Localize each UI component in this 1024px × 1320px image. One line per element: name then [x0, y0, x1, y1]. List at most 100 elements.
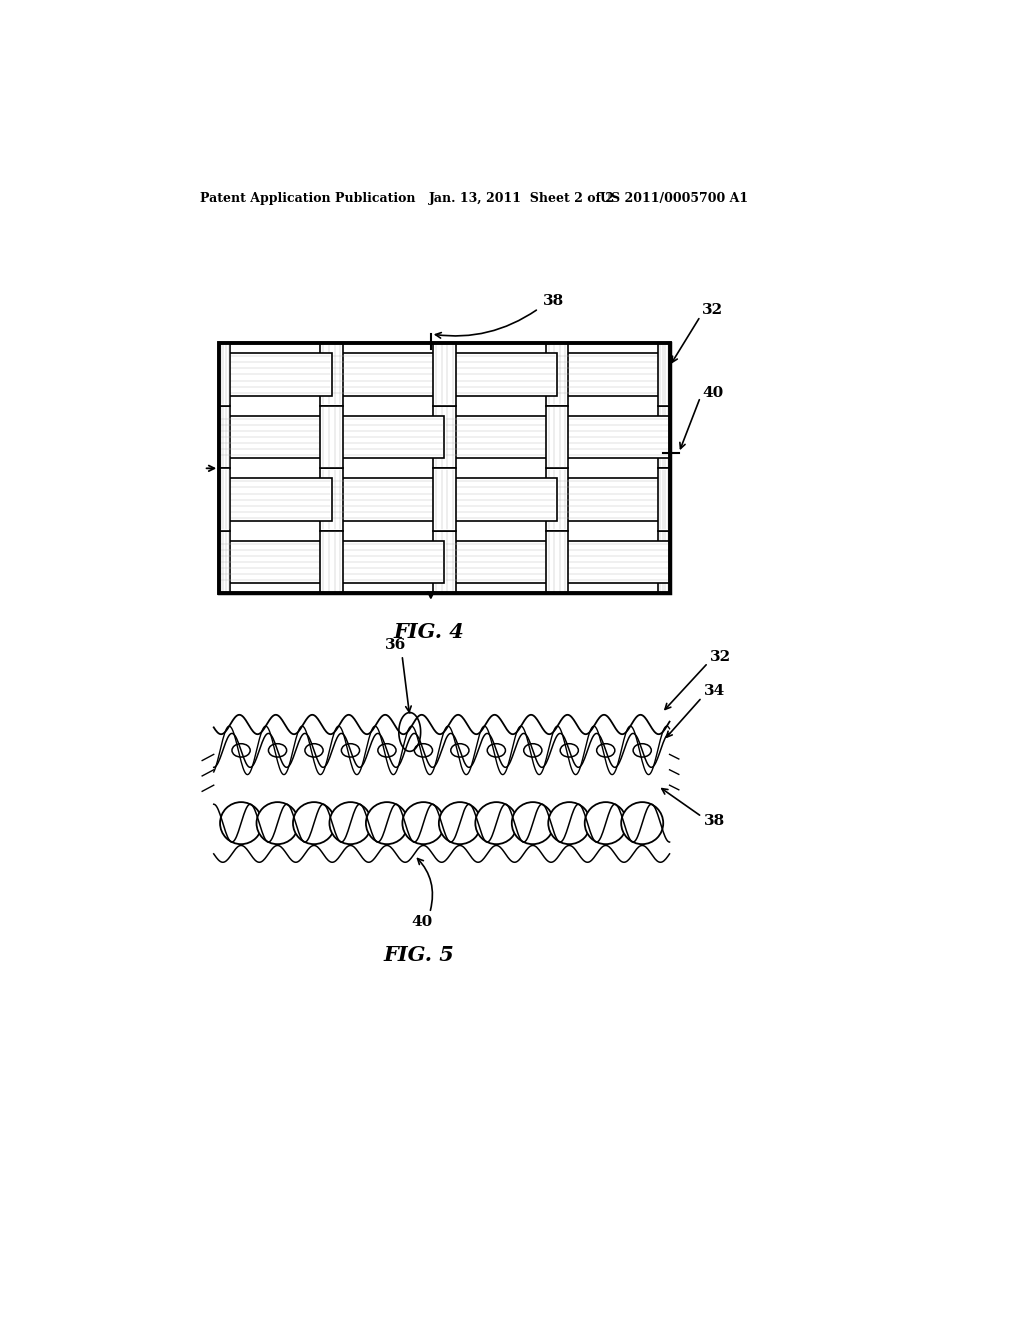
Bar — [233, 515, 316, 548]
Ellipse shape — [415, 743, 432, 758]
Ellipse shape — [487, 743, 506, 758]
Circle shape — [475, 803, 517, 845]
Ellipse shape — [633, 743, 651, 758]
Bar — [219, 531, 230, 594]
Bar — [545, 482, 569, 517]
Bar — [233, 451, 316, 484]
Bar — [444, 541, 557, 583]
Bar — [219, 469, 230, 531]
Ellipse shape — [232, 743, 250, 758]
Bar — [319, 482, 344, 517]
Circle shape — [512, 803, 554, 845]
Bar — [433, 405, 456, 469]
Bar — [658, 343, 670, 405]
Bar — [319, 356, 344, 393]
Text: 32: 32 — [710, 649, 731, 664]
Ellipse shape — [268, 743, 287, 758]
Text: 38: 38 — [543, 294, 564, 308]
Bar — [444, 478, 557, 521]
Circle shape — [439, 803, 481, 845]
Bar — [319, 418, 344, 455]
Bar — [571, 389, 654, 422]
Ellipse shape — [523, 743, 542, 758]
Text: 38: 38 — [703, 813, 725, 828]
Bar — [321, 343, 343, 405]
Bar — [557, 354, 670, 396]
Bar — [321, 405, 343, 469]
Bar — [332, 541, 444, 583]
Text: 32: 32 — [701, 304, 723, 317]
Bar — [219, 343, 670, 594]
Ellipse shape — [305, 743, 324, 758]
Bar — [332, 354, 444, 396]
Bar — [433, 343, 456, 405]
Bar — [219, 541, 332, 583]
Bar — [219, 343, 670, 594]
Bar — [219, 343, 670, 594]
Bar — [433, 531, 456, 594]
Bar — [546, 343, 568, 405]
Bar — [546, 405, 568, 469]
Bar — [332, 478, 444, 521]
Bar — [321, 531, 343, 594]
Bar — [346, 389, 429, 422]
Text: Jan. 13, 2011  Sheet 2 of 2: Jan. 13, 2011 Sheet 2 of 2 — [429, 191, 615, 205]
Bar — [557, 478, 670, 521]
Bar — [219, 405, 230, 469]
Bar — [432, 418, 457, 455]
Text: FIG. 4: FIG. 4 — [393, 622, 464, 642]
Bar — [346, 451, 429, 484]
Text: US 2011/0005700 A1: US 2011/0005700 A1 — [600, 191, 749, 205]
Circle shape — [220, 803, 262, 845]
Ellipse shape — [378, 743, 396, 758]
Bar — [546, 531, 568, 594]
Circle shape — [330, 803, 372, 845]
Bar — [432, 544, 457, 581]
Bar — [557, 416, 670, 458]
Ellipse shape — [341, 743, 359, 758]
Text: 34: 34 — [703, 684, 725, 698]
Bar — [545, 418, 569, 455]
Circle shape — [293, 803, 335, 845]
Bar — [546, 469, 568, 531]
Text: Patent Application Publication: Patent Application Publication — [200, 191, 416, 205]
Circle shape — [622, 803, 664, 845]
Bar — [571, 451, 654, 484]
Circle shape — [548, 803, 590, 845]
Ellipse shape — [451, 743, 469, 758]
Bar — [432, 482, 457, 517]
Bar — [319, 544, 344, 581]
Bar — [219, 354, 332, 396]
Text: 40: 40 — [412, 915, 432, 929]
Bar — [219, 343, 230, 405]
Bar — [658, 405, 670, 469]
Circle shape — [585, 803, 627, 845]
Bar — [444, 354, 557, 396]
Bar — [433, 469, 456, 531]
Text: FIG. 5: FIG. 5 — [383, 945, 454, 965]
Bar — [658, 531, 670, 594]
Bar — [444, 416, 557, 458]
Bar — [233, 389, 316, 422]
Text: 36: 36 — [385, 638, 407, 652]
Ellipse shape — [597, 743, 614, 758]
Bar — [557, 541, 670, 583]
Text: 40: 40 — [701, 387, 723, 400]
Bar — [459, 389, 542, 422]
Bar — [571, 515, 654, 548]
Bar — [459, 515, 542, 548]
Bar — [658, 469, 670, 531]
Circle shape — [402, 803, 444, 845]
Bar — [346, 515, 429, 548]
Bar — [219, 416, 332, 458]
Bar — [219, 478, 332, 521]
Ellipse shape — [560, 743, 579, 758]
Circle shape — [257, 803, 299, 845]
Bar — [321, 469, 343, 531]
Bar — [545, 544, 569, 581]
Circle shape — [366, 803, 408, 845]
Bar — [432, 356, 457, 393]
Bar — [219, 343, 670, 594]
Bar — [219, 343, 670, 594]
Bar — [545, 356, 569, 393]
